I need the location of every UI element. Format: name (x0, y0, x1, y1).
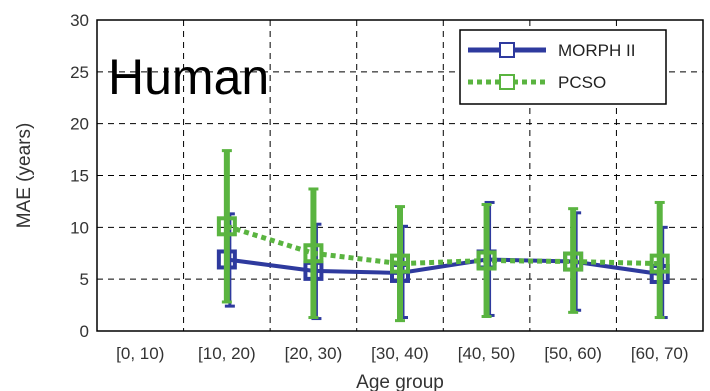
data-point (476, 250, 497, 271)
legend-swatch-marker (499, 42, 515, 58)
x-tick-label: [40, 50) (458, 344, 516, 363)
x-tick-label: [0, 10) (116, 344, 164, 363)
y-tick-label: 30 (70, 11, 89, 30)
x-tick-label: [60, 70) (631, 344, 689, 363)
legend: MORPH II PCSO (459, 29, 667, 105)
series-pcso (216, 149, 670, 323)
y-tick-label: 5 (80, 270, 89, 289)
tick-labels: 0 5 10 15 20 25 30 [0, 10) [10, 20) [20, 30) [30, … (70, 11, 688, 363)
series-line (226, 223, 660, 267)
y-tick-label: 15 (70, 167, 89, 186)
x-tick-label: [30, 40) (371, 344, 429, 363)
overlay-label: Human (108, 49, 269, 105)
data-point (216, 216, 237, 237)
legend-label: MORPH II (558, 41, 635, 60)
series-layer (216, 149, 670, 323)
legend-label: PCSO (558, 73, 606, 92)
y-tick-label: 20 (70, 115, 89, 134)
plot-frame (96, 19, 704, 332)
y-tick-label: 10 (70, 218, 89, 237)
y-axis-label: MAE (years) (14, 123, 35, 229)
x-tick-label: [10, 20) (198, 344, 256, 363)
legend-box (459, 29, 667, 105)
x-tick-label: [50, 60) (544, 344, 602, 363)
data-point (563, 251, 584, 272)
data-point (649, 253, 670, 274)
x-axis-label: Age group (356, 372, 444, 391)
series-line (226, 257, 660, 276)
data-point (390, 253, 410, 274)
y-tick-label: 0 (80, 322, 89, 341)
y-tick-label: 25 (70, 63, 89, 82)
data-point (303, 243, 324, 264)
x-tick-label: [20, 30) (285, 344, 343, 363)
legend-swatch-marker (499, 74, 515, 90)
